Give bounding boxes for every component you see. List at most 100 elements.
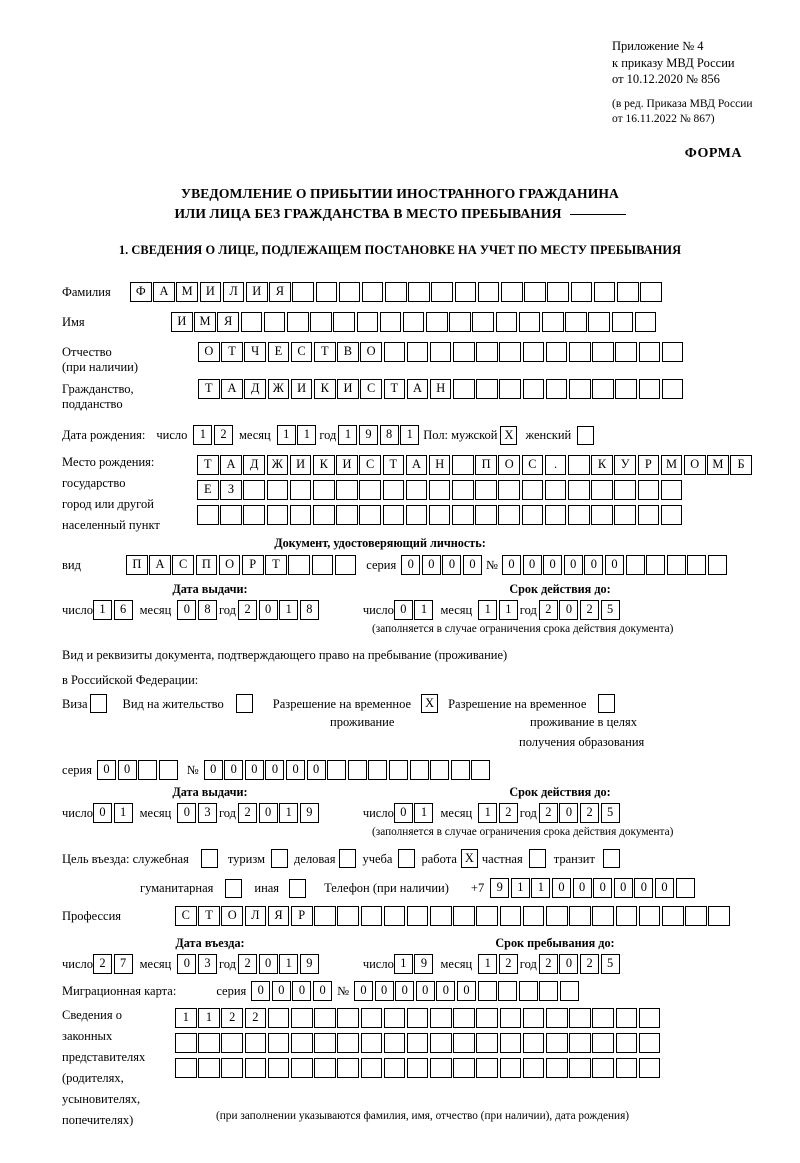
char-cell[interactable]: Р: [290, 906, 313, 926]
char-cell[interactable]: [429, 342, 452, 362]
char-cell[interactable]: [539, 981, 559, 1001]
char-cell[interactable]: [409, 760, 429, 780]
char-cell[interactable]: [661, 342, 684, 362]
char-cell[interactable]: 2: [498, 803, 518, 823]
char-cell[interactable]: 1: [297, 425, 317, 445]
char-cell[interactable]: [570, 282, 593, 302]
char-cell[interactable]: [406, 906, 429, 926]
char-cell[interactable]: [477, 282, 500, 302]
char-cell[interactable]: [568, 480, 590, 500]
char-cell[interactable]: [569, 1058, 591, 1078]
char-cell[interactable]: [546, 1058, 568, 1078]
char-cell[interactable]: [634, 312, 657, 332]
char-cell[interactable]: [592, 1058, 614, 1078]
char-cell[interactable]: 1: [338, 425, 358, 445]
char-cell[interactable]: 0: [93, 803, 113, 823]
char-cell[interactable]: 1: [400, 425, 420, 445]
char-cell[interactable]: [333, 312, 355, 332]
char-cell[interactable]: 0: [559, 803, 579, 823]
char-cell[interactable]: [687, 555, 707, 575]
char-cell[interactable]: [471, 760, 491, 780]
char-cell[interactable]: [522, 342, 545, 362]
char-cell[interactable]: О: [498, 455, 521, 475]
char-cell[interactable]: 0: [522, 555, 542, 575]
char-cell[interactable]: 1: [198, 1008, 220, 1028]
char-cell[interactable]: 0: [286, 760, 306, 780]
char-cell[interactable]: 0: [393, 803, 413, 823]
char-cell[interactable]: Б: [730, 455, 752, 475]
char-cell[interactable]: 0: [251, 981, 271, 1001]
char-cell[interactable]: 0: [203, 760, 223, 780]
representatives-row-2-cells[interactable]: [175, 1033, 661, 1053]
char-cell[interactable]: .: [544, 455, 567, 475]
char-cell[interactable]: [638, 342, 661, 362]
char-cell[interactable]: 1: [414, 600, 434, 620]
char-cell[interactable]: [383, 1058, 406, 1078]
char-cell[interactable]: 0: [559, 954, 579, 974]
char-cell[interactable]: 0: [224, 760, 244, 780]
char-cell[interactable]: [452, 480, 474, 500]
char-cell[interactable]: Р: [241, 555, 264, 575]
char-cell[interactable]: [660, 505, 683, 525]
char-cell[interactable]: С: [175, 906, 197, 926]
char-cell[interactable]: П: [195, 555, 218, 575]
char-cell[interactable]: [402, 312, 425, 332]
char-cell[interactable]: [638, 1008, 661, 1028]
permit-residence-checkbox[interactable]: [235, 694, 253, 713]
char-cell[interactable]: Т: [265, 555, 287, 575]
char-cell[interactable]: 1: [279, 954, 299, 974]
char-cell[interactable]: [499, 342, 522, 362]
char-cell[interactable]: Н: [429, 379, 452, 399]
char-cell[interactable]: 0: [258, 954, 278, 974]
char-cell[interactable]: И: [199, 282, 222, 302]
char-cell[interactable]: Т: [197, 455, 219, 475]
char-cell[interactable]: [637, 480, 660, 500]
char-cell[interactable]: [314, 1058, 336, 1078]
char-cell[interactable]: 0: [401, 555, 421, 575]
char-cell[interactable]: [263, 312, 286, 332]
char-cell[interactable]: 2: [538, 954, 558, 974]
char-cell[interactable]: С: [290, 342, 313, 362]
char-cell[interactable]: М: [194, 312, 216, 332]
char-cell[interactable]: А: [406, 379, 429, 399]
char-cell[interactable]: [385, 282, 407, 302]
char-cell[interactable]: [499, 906, 522, 926]
char-cell[interactable]: [175, 1033, 197, 1053]
char-cell[interactable]: 1: [393, 954, 413, 974]
char-cell[interactable]: [518, 312, 541, 332]
char-cell[interactable]: [640, 282, 662, 302]
char-cell[interactable]: 0: [258, 600, 278, 620]
char-cell[interactable]: [522, 379, 545, 399]
char-cell[interactable]: [476, 379, 498, 399]
char-cell[interactable]: Ч: [244, 342, 266, 362]
char-cell[interactable]: [638, 379, 661, 399]
char-cell[interactable]: [476, 1058, 499, 1078]
char-cell[interactable]: Т: [198, 379, 220, 399]
char-cell[interactable]: [615, 379, 637, 399]
char-cell[interactable]: Ф: [130, 282, 152, 302]
char-cell[interactable]: [360, 1033, 383, 1053]
char-cell[interactable]: [638, 906, 661, 926]
char-cell[interactable]: 0: [117, 760, 137, 780]
char-cell[interactable]: [569, 1008, 591, 1028]
char-cell[interactable]: 9: [414, 954, 434, 974]
char-cell[interactable]: А: [153, 282, 175, 302]
char-cell[interactable]: [614, 480, 636, 500]
char-cell[interactable]: [431, 282, 454, 302]
char-cell[interactable]: 5: [600, 954, 620, 974]
char-cell[interactable]: 2: [244, 1008, 267, 1028]
char-cell[interactable]: [475, 505, 497, 525]
char-cell[interactable]: [197, 505, 219, 525]
char-cell[interactable]: [454, 282, 477, 302]
char-cell[interactable]: [359, 480, 381, 500]
